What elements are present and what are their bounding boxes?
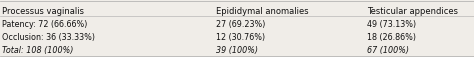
Text: Epididymal anomalies: Epididymal anomalies xyxy=(216,7,308,16)
Text: 39 (100%): 39 (100%) xyxy=(216,45,258,54)
Text: 12 (30.76%): 12 (30.76%) xyxy=(216,32,265,41)
Text: Total: 108 (100%): Total: 108 (100%) xyxy=(2,45,74,54)
Text: 18 (26.86%): 18 (26.86%) xyxy=(367,32,416,41)
Text: Testicular appendices: Testicular appendices xyxy=(367,7,458,16)
Text: 67 (100%): 67 (100%) xyxy=(367,45,410,54)
Text: 27 (69.23%): 27 (69.23%) xyxy=(216,20,265,29)
Text: Patency: 72 (66.66%): Patency: 72 (66.66%) xyxy=(2,20,88,29)
Text: Processus vaginalis: Processus vaginalis xyxy=(2,7,84,16)
Text: 49 (73.13%): 49 (73.13%) xyxy=(367,20,417,29)
Text: Occlusion: 36 (33.33%): Occlusion: 36 (33.33%) xyxy=(2,32,95,41)
